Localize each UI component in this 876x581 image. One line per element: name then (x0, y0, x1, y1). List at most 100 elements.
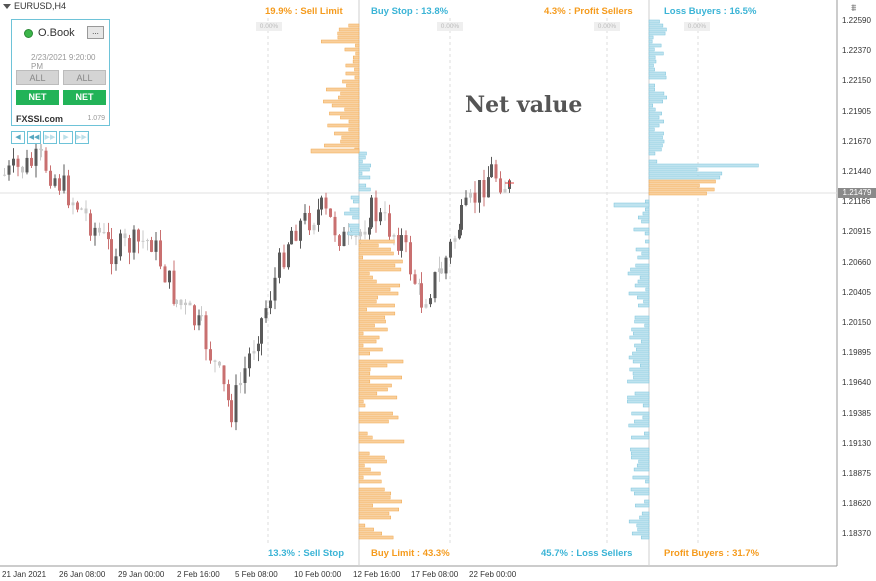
buy-limit-bar (358, 243, 379, 248)
price-tick-label: 1.18620 (842, 499, 871, 509)
net-button-right[interactable]: NET (63, 90, 106, 105)
all-button-left[interactable]: ALL (16, 70, 59, 85)
sell-limit-bar (337, 35, 360, 40)
loss-sellers-bar (633, 467, 650, 472)
dropdown-icon[interactable] (3, 3, 11, 9)
buy-limit-bar (358, 291, 399, 296)
loss-sellers-bar (634, 283, 650, 288)
candle-body (197, 315, 201, 326)
candle-body (12, 158, 15, 166)
loss-sellers-bar (636, 347, 650, 352)
loss-buyers-bar (648, 115, 660, 120)
time-tick-label: 21 Jan 2021 (2, 570, 47, 579)
buy-limit-bar (358, 475, 364, 480)
loss-sellers-bar (645, 207, 650, 212)
candle-body (473, 192, 477, 203)
loss-sellers-bar (632, 351, 650, 356)
loss-buyers-bar (648, 35, 654, 40)
candle-body (175, 299, 178, 304)
buy-limit-bar (358, 463, 365, 468)
candle-body (458, 229, 461, 239)
candle-body (3, 174, 6, 176)
candle-body (329, 208, 332, 217)
price-tick-label: 1.20660 (842, 257, 871, 267)
price-tick-label: 1.21670 (842, 136, 871, 146)
buy-limit-bar (358, 311, 396, 316)
sell-limit-bar (344, 107, 360, 112)
price-tick-label: 1.19130 (842, 438, 871, 448)
candle-body (317, 209, 320, 225)
candle-body (76, 202, 79, 210)
panel-menu-button[interactable]: ... (87, 26, 104, 39)
buy-limit-bar (358, 303, 395, 308)
step-forward-button[interactable]: ▶ (59, 131, 73, 144)
price-tick-label: 1.22150 (842, 76, 871, 86)
buyers-bar (648, 175, 721, 180)
candle-body (453, 238, 457, 242)
history-navigation: ◀ ◀◀ ▶▶ ▶ ▶▶| (11, 131, 89, 144)
candle-body (30, 157, 33, 166)
loss-sellers-bar (638, 303, 650, 308)
sell-limit-bar (326, 87, 360, 92)
loss-sellers-bar (641, 251, 650, 256)
buy-limit-bar (358, 395, 398, 400)
brand-label[interactable]: FXSSI.com (16, 114, 64, 124)
net-button-left[interactable]: NET (16, 90, 59, 105)
price-tick-label: 1.21440 (842, 167, 871, 176)
buy-limit-bar (358, 367, 371, 372)
fast-back-button[interactable]: ◀◀ (27, 131, 41, 144)
loss-sellers-bar (630, 267, 650, 272)
close-indicator-icon[interactable]: ⩩ (851, 3, 857, 14)
candle-body (420, 283, 423, 308)
price-tick-label: 1.22590 (842, 16, 871, 25)
candle-body (252, 351, 256, 354)
sell-limit-bar (355, 51, 360, 56)
candle-body (114, 256, 118, 265)
sell-limit-bar (345, 71, 360, 76)
candle-body (482, 180, 486, 198)
buy-limit-bar (358, 503, 373, 508)
loss-sellers-bar (627, 379, 650, 384)
candle-body (397, 235, 400, 251)
profit-buyers-label: Profit Buyers : 31.7% (664, 548, 760, 559)
sell-limit-bar (341, 135, 360, 140)
buy-limit-bar (358, 323, 375, 328)
step-back-button[interactable]: ◀ (11, 131, 25, 144)
loss-buyers-label: Loss Buyers : 16.5% (664, 6, 757, 17)
loss-buyers-bar (648, 27, 667, 32)
candle-body (67, 175, 70, 206)
loss-sellers-bar (634, 391, 650, 396)
loss-sellers-bar (634, 319, 650, 324)
fast-forward-button[interactable]: ▶▶ (43, 131, 57, 144)
loss-sellers-bar (637, 279, 650, 284)
buy-limit-bar (358, 459, 387, 464)
candle-body (269, 300, 272, 309)
buy-stop-bar (358, 183, 367, 188)
buy-stop-bar (358, 155, 366, 160)
sell-stop-bar (352, 215, 360, 220)
loss-buyers-bar (648, 123, 660, 128)
sell-limit-bar (354, 75, 360, 80)
sell-limit-bar (352, 59, 360, 64)
buy-limit-bar (358, 375, 402, 380)
loss-buyers-bar (648, 87, 655, 92)
loss-buyers-bar (648, 83, 655, 88)
candle-body (16, 158, 20, 167)
loss-sellers-bar (642, 211, 650, 216)
candle-body (433, 272, 437, 299)
sell-limit-bar (348, 127, 360, 132)
loss-buyers-bar (648, 19, 660, 24)
loss-sellers-bar (630, 487, 650, 492)
loss-sellers-bar (644, 499, 650, 504)
loss-buyers-bar (648, 99, 663, 104)
loss-buyers-bar (648, 91, 665, 96)
all-button-right[interactable]: ALL (63, 70, 106, 85)
buy-limit-bar (358, 247, 391, 252)
candle-body (503, 188, 507, 193)
net-value-title: Net value (465, 92, 583, 118)
symbol-label[interactable]: EURUSD,H4 (3, 1, 66, 11)
go-latest-button[interactable]: ▶▶| (75, 131, 89, 144)
loss-sellers-bar (631, 531, 650, 536)
buy-limit-bar (358, 239, 395, 244)
time-tick-label: 26 Jan 08:00 (59, 570, 106, 579)
